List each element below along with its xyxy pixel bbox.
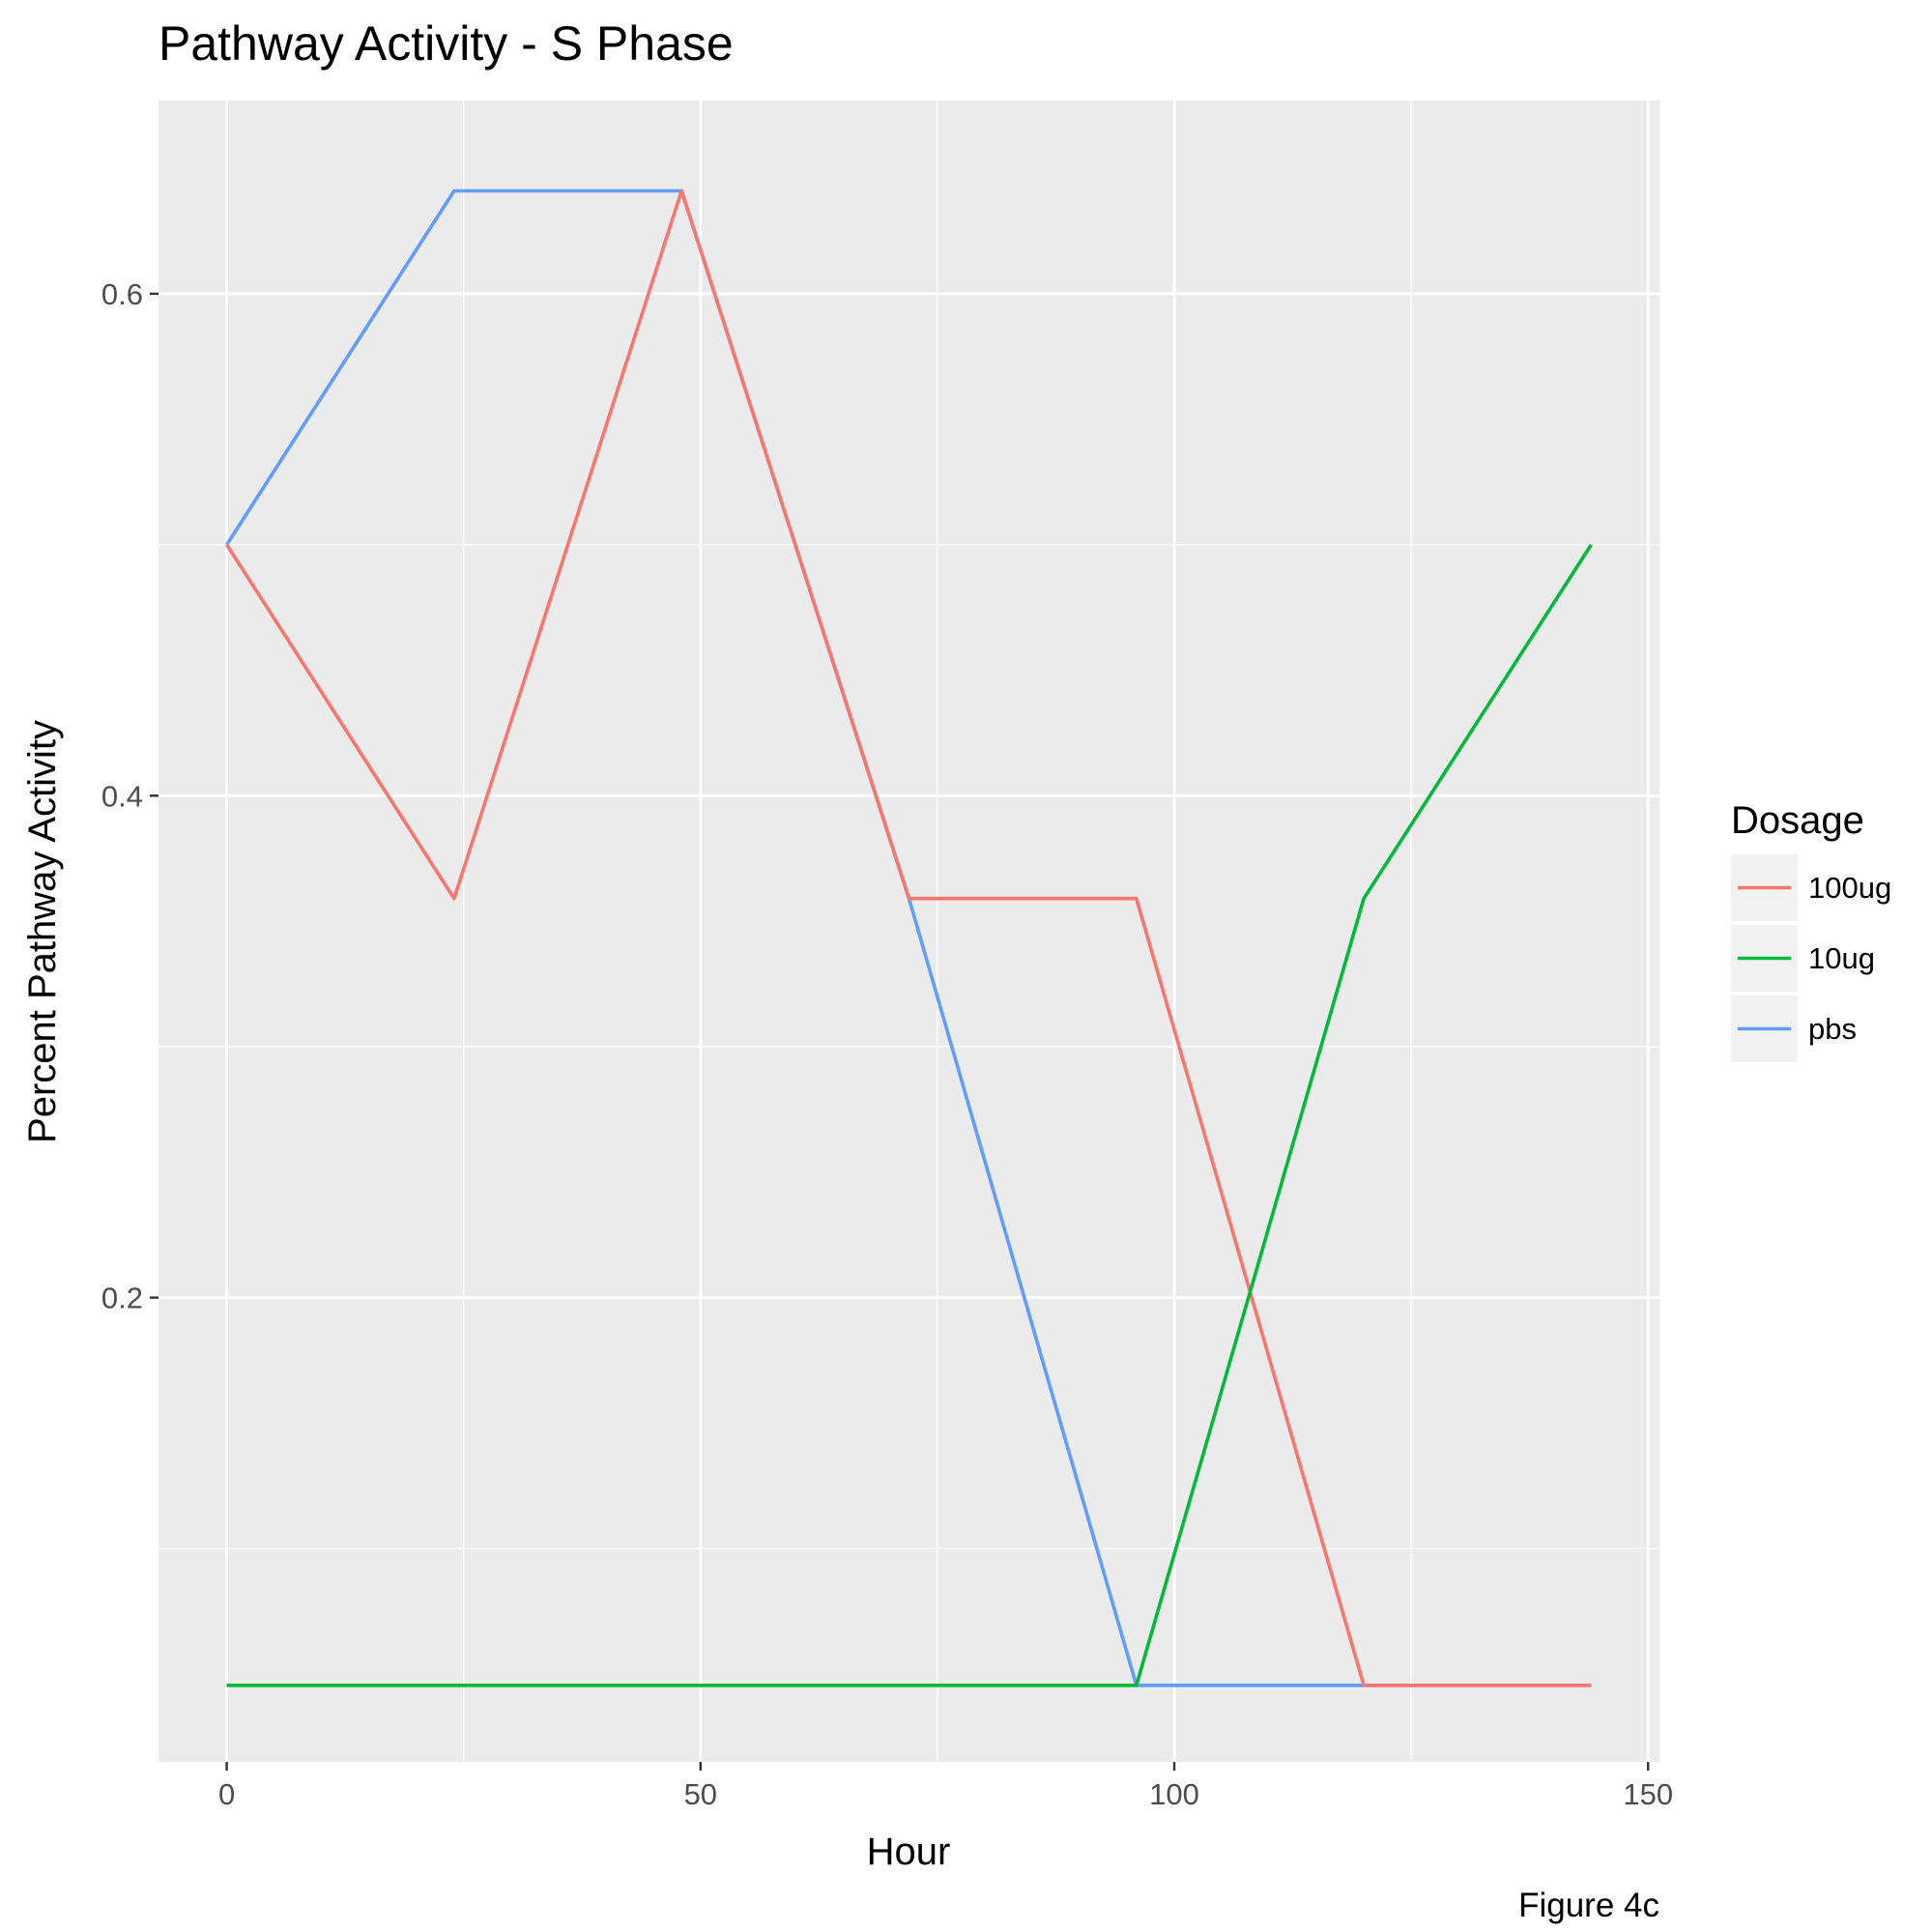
x-tick-label: 50 <box>684 1777 717 1811</box>
series-line-10ug <box>226 543 1593 1687</box>
legend-label-10ug: 10ug <box>1808 941 1875 975</box>
x-tick-label: 0 <box>218 1777 235 1811</box>
legend-label-100ug: 100ug <box>1808 871 1891 905</box>
x-tick-label: 100 <box>1149 1777 1199 1811</box>
y-tick-label: 0.6 <box>101 277 143 311</box>
minor-gridlines <box>159 101 1659 1762</box>
chart-title: Pathway Activity - S Phase <box>159 16 734 71</box>
series-lines <box>225 188 1593 1687</box>
x-axis-title: Hour <box>867 1831 951 1873</box>
legend: Dosage 100ug 10ug pbs <box>1731 799 1891 1062</box>
major-gridlines <box>159 101 1659 1762</box>
y-axis: 0.2 0.4 0.6 <box>101 277 159 1315</box>
legend-label-pbs: pbs <box>1808 1012 1857 1046</box>
series-line-100ug <box>225 188 1592 1687</box>
figure-caption: Figure 4c <box>1518 1887 1659 1924</box>
y-tick-label: 0.2 <box>101 1282 143 1315</box>
legend-title: Dosage <box>1731 799 1864 842</box>
y-tick-label: 0.4 <box>101 779 143 813</box>
y-axis-title: Percent Pathway Activity <box>21 720 64 1143</box>
plot-panel <box>159 101 1659 1762</box>
x-axis: 0 50 100 150 <box>218 1762 1673 1811</box>
x-tick-label: 150 <box>1623 1777 1673 1811</box>
